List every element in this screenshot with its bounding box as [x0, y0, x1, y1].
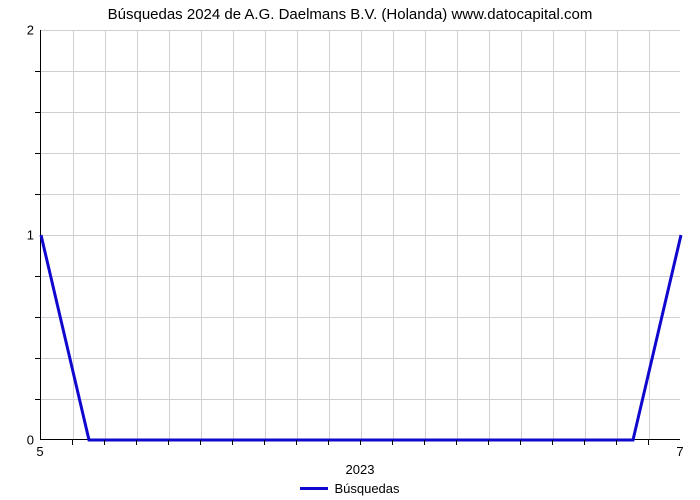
y-minor-tick	[35, 399, 40, 400]
y-minor-tick	[35, 276, 40, 277]
x-minor-tick	[424, 440, 425, 445]
plot-area	[40, 30, 680, 440]
x-minor-tick	[392, 440, 393, 445]
x-minor-tick	[488, 440, 489, 445]
x-minor-tick	[168, 440, 169, 445]
x-minor-tick	[520, 440, 521, 445]
x-minor-tick	[616, 440, 617, 445]
y-minor-tick	[35, 71, 40, 72]
x-minor-tick	[584, 440, 585, 445]
y-minor-tick	[35, 112, 40, 113]
x-minor-tick	[360, 440, 361, 445]
chart-container: Búsquedas 2024 de A.G. Daelmans B.V. (Ho…	[0, 0, 700, 500]
y-minor-tick	[35, 194, 40, 195]
y-minor-tick	[35, 317, 40, 318]
legend-label: Búsquedas	[334, 481, 399, 496]
y-tick-label: 0	[4, 433, 34, 448]
x-tick-label: 5	[36, 444, 43, 459]
x-minor-tick	[104, 440, 105, 445]
x-axis-center-label: 2023	[346, 462, 375, 477]
y-minor-tick	[35, 153, 40, 154]
y-tick-label: 1	[4, 228, 34, 243]
x-minor-tick	[136, 440, 137, 445]
x-minor-tick	[648, 440, 649, 445]
x-minor-tick	[264, 440, 265, 445]
x-tick-label: 7	[676, 444, 683, 459]
x-minor-tick	[232, 440, 233, 445]
x-minor-tick	[456, 440, 457, 445]
legend-swatch	[300, 487, 328, 490]
x-minor-tick	[200, 440, 201, 445]
chart-title: Búsquedas 2024 de A.G. Daelmans B.V. (Ho…	[0, 6, 700, 23]
legend: Búsquedas	[0, 480, 700, 496]
y-tick-label: 2	[4, 23, 34, 38]
x-minor-tick	[72, 440, 73, 445]
x-minor-tick	[328, 440, 329, 445]
line-series	[41, 30, 680, 439]
x-minor-tick	[552, 440, 553, 445]
x-minor-tick	[296, 440, 297, 445]
y-minor-tick	[35, 358, 40, 359]
